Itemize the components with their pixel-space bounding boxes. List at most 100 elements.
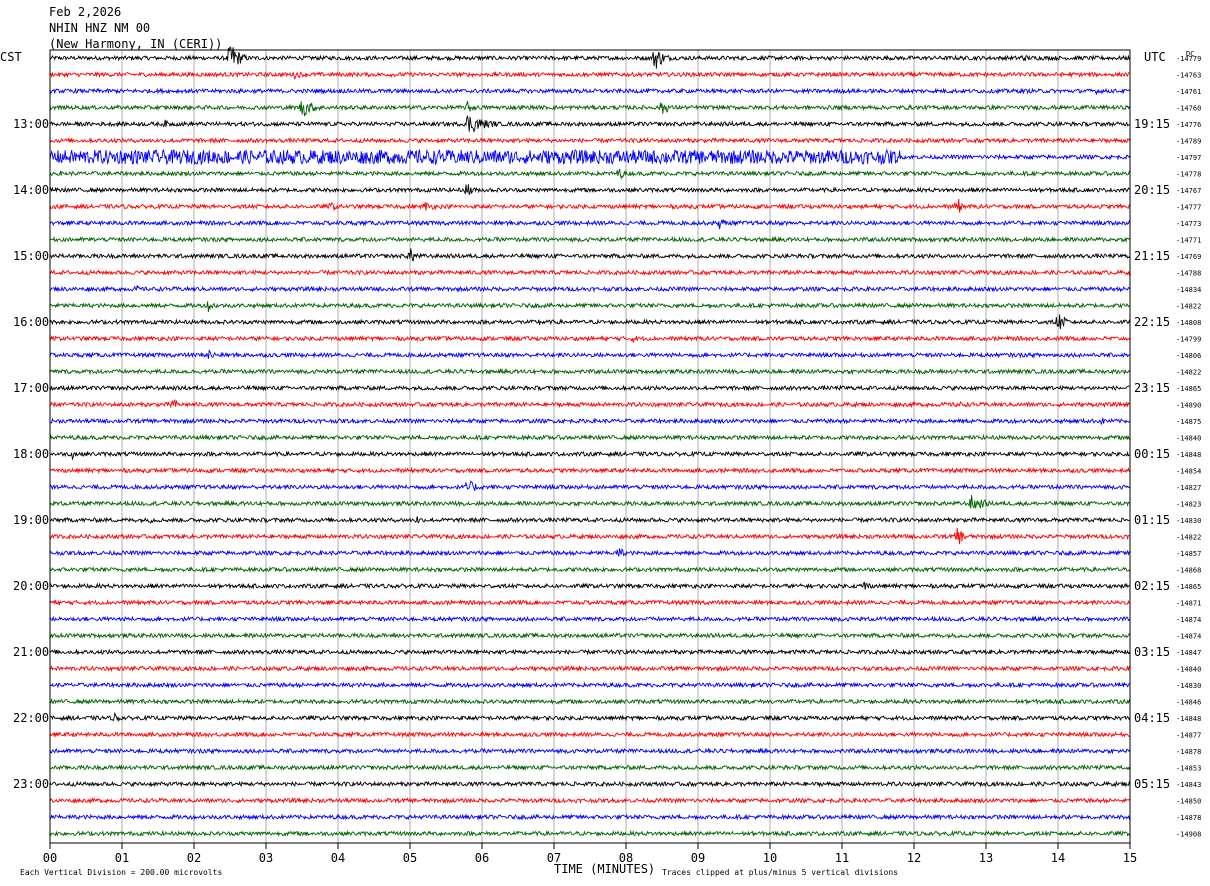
right-hour-label: 22:15 xyxy=(1134,315,1170,329)
dc-offset-value: -14830 xyxy=(1176,682,1201,690)
x-tick-label: 02 xyxy=(187,851,201,865)
dc-offset-value: -14808 xyxy=(1176,319,1201,327)
dc-offset-value: -14878 xyxy=(1176,814,1201,822)
seismic-traces xyxy=(49,46,1131,838)
dc-offset-value: -14777 xyxy=(1176,204,1201,212)
dc-offset-value: -14868 xyxy=(1176,567,1201,575)
dc-offset-value: -14846 xyxy=(1176,699,1201,707)
left-hour-label: 21:00 xyxy=(13,645,49,659)
dc-offset-value: -14760 xyxy=(1176,105,1201,113)
trace-row-7 xyxy=(49,168,1131,180)
x-tick-label: 00 xyxy=(43,851,57,865)
trace-row-14 xyxy=(49,285,1131,293)
x-tick-label: 08 xyxy=(619,851,633,865)
dc-offset-value: -14857 xyxy=(1176,550,1201,558)
trace-row-33 xyxy=(49,598,1131,607)
dc-offset-value: -14834 xyxy=(1176,286,1201,294)
right-hour-label: 20:15 xyxy=(1134,183,1170,197)
trace-row-21 xyxy=(49,399,1131,409)
x-tick-label: 04 xyxy=(331,851,345,865)
trace-row-27 xyxy=(49,494,1131,510)
dc-offset-value: -14840 xyxy=(1176,666,1201,674)
trace-row-15 xyxy=(49,301,1131,313)
left-hour-labels: 13:00 14:00 15:00 16:00 17:00 18:00 19:00 20:00… xyxy=(13,117,49,791)
trace-row-6 xyxy=(49,148,1131,166)
dc-offset-value: -14871 xyxy=(1176,600,1201,608)
dc-offset-value: -14779 xyxy=(1176,55,1201,63)
trace-row-11 xyxy=(49,235,1131,244)
left-hour-label: 13:00 xyxy=(13,117,49,131)
trace-row-23 xyxy=(49,433,1131,442)
trace-row-31 xyxy=(49,565,1131,574)
trace-row-5 xyxy=(49,136,1131,145)
dc-offset-value: -14847 xyxy=(1176,649,1201,657)
trace-row-2 xyxy=(49,87,1131,96)
trace-row-34 xyxy=(49,615,1131,623)
dc-offset-value: -14854 xyxy=(1176,468,1201,476)
left-hour-label: 18:00 xyxy=(13,447,49,461)
dc-offset-value: -14822 xyxy=(1176,369,1201,377)
dc-offset-value: -14827 xyxy=(1176,484,1201,492)
trace-row-24 xyxy=(49,450,1131,461)
left-hour-label: 16:00 xyxy=(13,315,49,329)
dc-offset-value: -14874 xyxy=(1176,633,1201,641)
x-tick-label: 14 xyxy=(1051,851,1065,865)
dc-offset-value: -14789 xyxy=(1176,138,1201,146)
dc-offset-value: -14853 xyxy=(1176,765,1201,773)
trace-row-1 xyxy=(49,70,1131,80)
right-hour-label: 00:15 xyxy=(1134,447,1170,461)
trace-row-18 xyxy=(49,348,1131,359)
left-hour-label: 19:00 xyxy=(13,513,49,527)
right-hour-label: 19:15 xyxy=(1134,117,1170,131)
x-tick-label: 15 xyxy=(1123,851,1137,865)
plot-frame xyxy=(49,49,1131,844)
right-hour-label: 02:15 xyxy=(1134,579,1170,593)
dc-offset-value: -14761 xyxy=(1176,88,1201,96)
trace-row-10 xyxy=(49,219,1131,230)
right-hour-label: 04:15 xyxy=(1134,711,1170,725)
dc-offset-value: -14890 xyxy=(1176,402,1201,410)
trace-row-32 xyxy=(49,581,1131,590)
dc-offset-value: -14843 xyxy=(1176,781,1201,789)
trace-row-46 xyxy=(49,813,1131,821)
dc-offset-value: -14877 xyxy=(1176,732,1201,740)
left-hour-label: 20:00 xyxy=(13,579,49,593)
trace-row-40 xyxy=(49,711,1131,723)
x-tick-label: 12 xyxy=(907,851,921,865)
x-axis-title: TIME (MINUTES) xyxy=(554,862,655,876)
x-tick-label: 01 xyxy=(115,851,129,865)
trace-row-39 xyxy=(49,697,1131,706)
x-tick-label: 07 xyxy=(547,851,561,865)
dc-offset-value: -14763 xyxy=(1176,72,1201,80)
trace-row-12 xyxy=(49,248,1131,262)
trace-row-30 xyxy=(49,548,1131,557)
trace-row-13 xyxy=(49,268,1131,277)
minute-gridlines xyxy=(121,50,1059,843)
dc-offset-value: -14769 xyxy=(1176,253,1201,261)
dc-offset-value: -14788 xyxy=(1176,270,1201,278)
dc-offset-value: -14875 xyxy=(1176,418,1201,426)
dc-offset-value: -14806 xyxy=(1176,352,1201,360)
trace-row-36 xyxy=(49,648,1131,656)
x-tick-label: 09 xyxy=(691,851,705,865)
left-hour-label: 17:00 xyxy=(13,381,49,395)
left-timezone-label: CST xyxy=(0,50,22,64)
left-hour-label: 14:00 xyxy=(13,183,49,197)
dc-offset-value: -14767 xyxy=(1176,187,1201,195)
x-tick-label: 10 xyxy=(763,851,777,865)
right-hour-label: 03:15 xyxy=(1134,645,1170,659)
dc-offset-labels: -14779 -14763 -14761 -14760 -14776 -14789 -147… xyxy=(1176,55,1201,839)
trace-row-20 xyxy=(49,384,1131,392)
dc-label: DC xyxy=(1186,50,1194,58)
right-hour-labels: 19:15 20:15 21:15 22:15 23:15 00:15 01:15 02:15… xyxy=(1134,117,1170,791)
trace-row-38 xyxy=(49,681,1131,689)
trace-row-42 xyxy=(49,747,1131,755)
dc-offset-value: -14874 xyxy=(1176,616,1201,624)
dc-offset-value: -14848 xyxy=(1176,451,1201,459)
dc-offset-value: -14778 xyxy=(1176,171,1201,179)
trace-row-47 xyxy=(49,829,1131,838)
dc-offset-value: -14908 xyxy=(1176,831,1201,839)
station-location: (New Harmony, IN (CERI)) xyxy=(49,37,223,51)
trace-row-28 xyxy=(49,516,1131,524)
dc-offset-value: -14830 xyxy=(1176,517,1201,525)
